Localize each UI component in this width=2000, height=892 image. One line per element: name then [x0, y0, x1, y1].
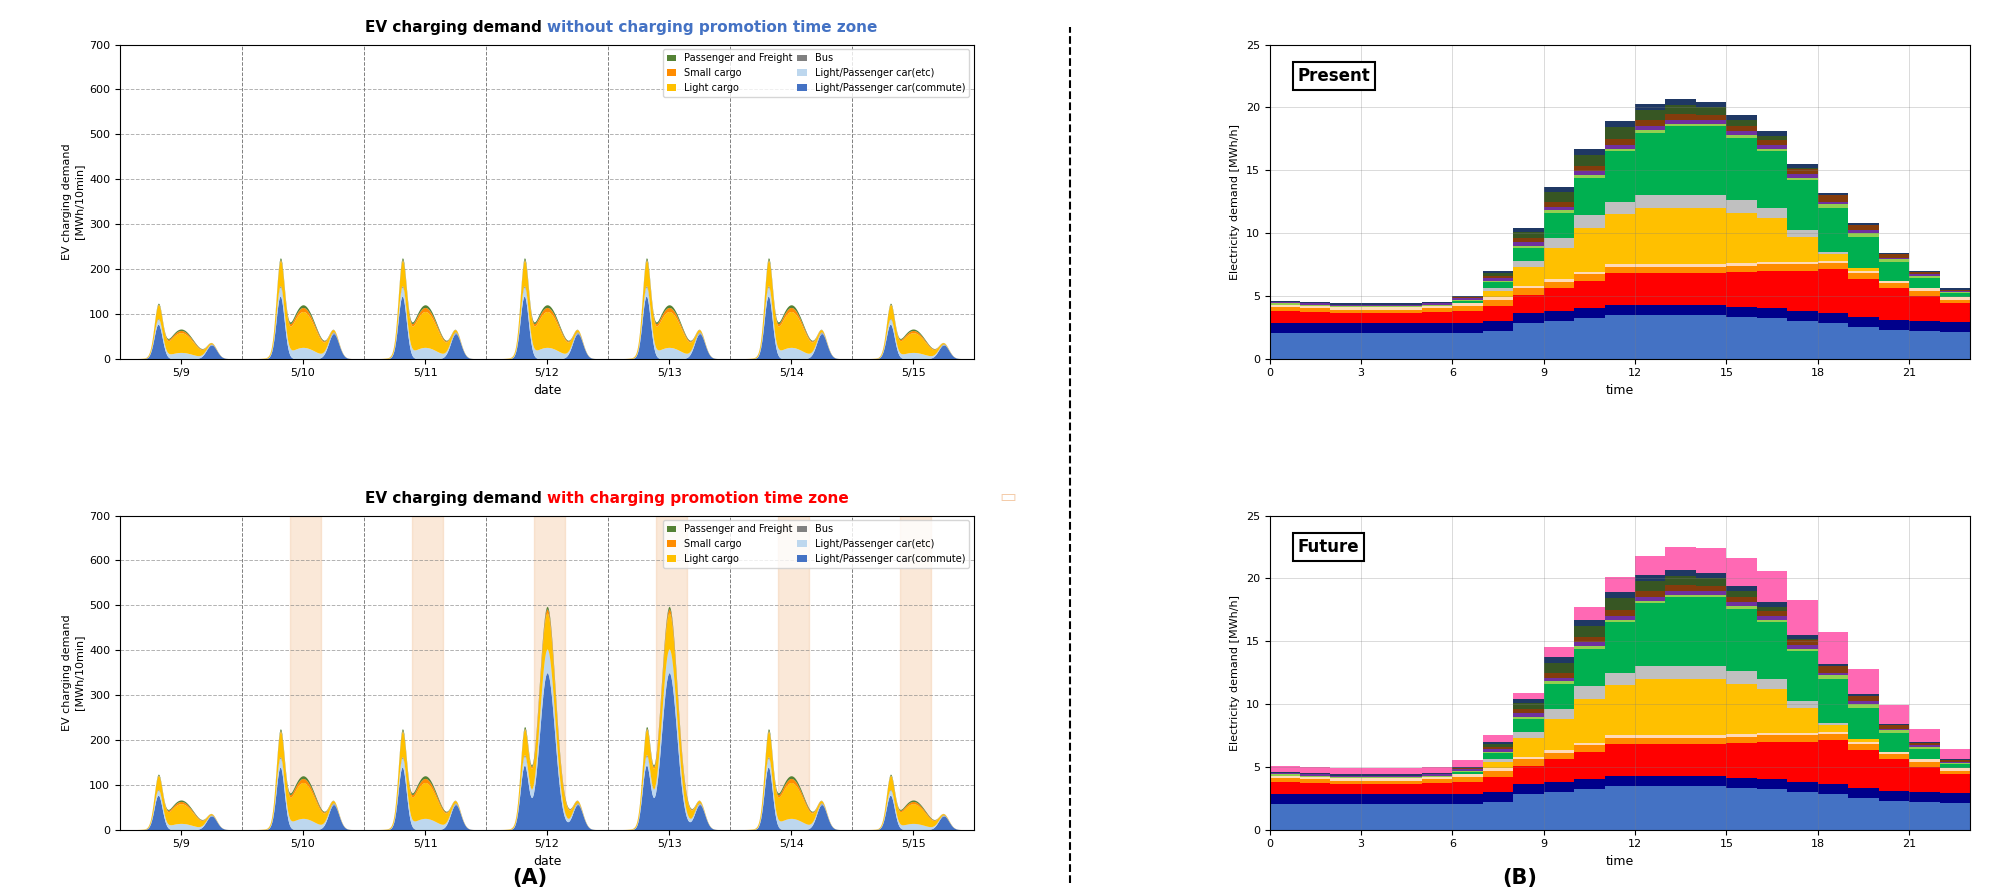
Bar	[778, 516, 808, 830]
Legend: Passenger and Freight, Small cargo, Light cargo, Bus, Light/Passenger car(etc), : Passenger and Freight, Small cargo, Ligh…	[662, 520, 970, 568]
X-axis label: time: time	[1606, 855, 1634, 868]
Text: with charging promotion time zone: with charging promotion time zone	[548, 491, 848, 506]
Text: Present: Present	[1298, 67, 1370, 85]
X-axis label: date: date	[532, 384, 562, 397]
Y-axis label: EV charging demand
[MWh/10min]: EV charging demand [MWh/10min]	[62, 144, 84, 260]
X-axis label: date: date	[532, 855, 562, 868]
Text: EV charging demand: EV charging demand	[364, 491, 548, 506]
Bar	[412, 516, 442, 830]
Bar	[900, 516, 930, 830]
X-axis label: time: time	[1606, 384, 1634, 397]
Text: ▭: ▭	[1000, 488, 1016, 506]
Bar	[656, 516, 686, 830]
Text: EV charging demand: EV charging demand	[364, 21, 548, 35]
Text: (B): (B)	[1502, 868, 1538, 888]
Y-axis label: Electricity demand [MWh/h]: Electricity demand [MWh/h]	[1230, 124, 1240, 279]
Text: Future: Future	[1298, 538, 1360, 556]
Y-axis label: Electricity demand [MWh/h]: Electricity demand [MWh/h]	[1230, 595, 1240, 750]
Bar	[290, 516, 320, 830]
Legend: Passenger and Freight, Small cargo, Light cargo, Bus, Light/Passenger car(etc), : Passenger and Freight, Small cargo, Ligh…	[662, 49, 970, 97]
Bar	[534, 516, 564, 830]
Text: without charging promotion time zone: without charging promotion time zone	[548, 21, 878, 35]
Text: (A): (A)	[512, 868, 548, 888]
Y-axis label: EV charging demand
[MWh/10min]: EV charging demand [MWh/10min]	[62, 615, 84, 731]
